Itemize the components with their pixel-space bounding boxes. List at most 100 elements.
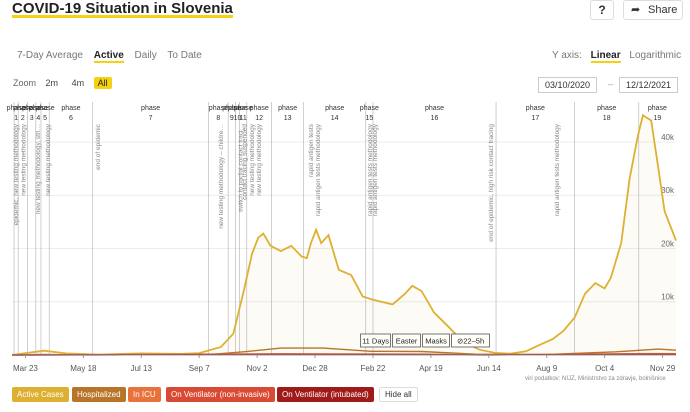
zoom-all-button[interactable]: All — [93, 77, 112, 89]
zoom-controls: Zoom 2m 4m All — [13, 77, 112, 89]
event-box — [360, 333, 391, 348]
legend-hospitalized[interactable]: Hospitalized — [72, 387, 126, 402]
x-tick-label: Jul 13 — [131, 364, 153, 373]
x-tick-label: Dec 28 — [302, 364, 328, 373]
phase-number: 2 — [21, 115, 25, 122]
x-tick-label: Mar 23 — [13, 364, 38, 373]
phase-label: phase — [22, 105, 41, 112]
annotation-label: new testing methodology — [45, 123, 52, 196]
phase-label: phase — [13, 105, 32, 112]
help-button[interactable]: ? — [590, 0, 614, 20]
phase-label: phase — [234, 105, 253, 112]
phase-label: phase — [61, 105, 80, 112]
tab-to-date[interactable]: To Date — [167, 50, 202, 61]
annotation-label: end of epidemic — [95, 123, 102, 170]
x-tick-label: Sep 7 — [189, 364, 210, 373]
annotation-label: rapid antigen tests methodology — [372, 123, 379, 216]
phase-number: 11 — [240, 115, 247, 122]
zoom-label: Zoom — [13, 78, 37, 88]
y-tick-label: 20k — [661, 239, 675, 248]
y-tick-label: 40k — [661, 133, 675, 142]
phase-number: 15 — [365, 115, 373, 122]
phase-label: phase — [36, 105, 55, 112]
phase-number: 5 — [43, 115, 47, 122]
annotation-label: end of epidemic, high risk contact traci… — [488, 124, 495, 242]
event-box — [451, 333, 490, 348]
phase-number: 16 — [431, 115, 439, 122]
event-label: Masks — [425, 337, 447, 346]
zoom-4m-button[interactable]: 4m — [71, 78, 85, 88]
phase-number: 6 — [69, 115, 73, 122]
event-box — [422, 333, 450, 348]
x-tick-label: Nov 2 — [247, 364, 268, 373]
annotation-label: rapid antigen tests methodology — [315, 123, 322, 216]
tab-daily[interactable]: Daily — [134, 50, 157, 61]
share-icon: ➦ — [631, 4, 641, 16]
event-label: 11 Days — [362, 337, 389, 346]
legend-ventilator-non-invasive[interactable]: On Ventilator (non-invasive) — [166, 387, 275, 402]
share-button[interactable]: ➦ Share — [623, 0, 683, 20]
phase-label: phase — [597, 105, 616, 112]
x-tick-label: Jun 14 — [477, 364, 502, 373]
y-axis-scale: Y axis: Linear Logarithmic — [552, 50, 687, 63]
y-axis-logarithmic[interactable]: Logarithmic — [629, 50, 682, 61]
x-tick-label: Oct 4 — [595, 364, 615, 373]
data-source: viri podatkov: NIJZ, Ministrstvo za zdra… — [525, 376, 666, 382]
annotation-label: epidemic, new testing methodology — [13, 123, 20, 225]
annotation-label: new testing methodology — [256, 123, 263, 196]
phase-number: 14 — [331, 115, 339, 122]
phase-number: 4 — [36, 115, 40, 122]
phase-number: 19 — [653, 115, 661, 122]
phase-number: 13 — [284, 115, 292, 122]
date-from-input[interactable]: 03/10/2020 — [538, 77, 598, 93]
y-axis-linear[interactable]: Linear — [590, 50, 621, 63]
phase-label: phase — [141, 105, 160, 112]
phase-label: phase — [325, 105, 344, 112]
y-tick-label: 10k — [661, 293, 675, 302]
phase-label: phase — [29, 105, 48, 112]
annotation-label: new testing methodology, stri… — [35, 124, 42, 214]
phase-number: 12 — [255, 115, 263, 122]
phase-number: 10 — [234, 115, 242, 122]
tab-7-day-average[interactable]: 7-Day Average — [17, 50, 83, 61]
date-to-input[interactable]: 12/12/2021 — [619, 77, 679, 93]
covid-chart: 10k20k30k40kphase1phase2phase3phase4phas… — [7, 102, 677, 373]
phase-label: phase — [250, 105, 269, 112]
phase-label: phase — [209, 105, 228, 112]
annotation-label: new testing methodology — [20, 123, 27, 196]
phase-number: 3 — [30, 115, 34, 122]
phase-number: 17 — [531, 115, 539, 122]
series-area-active-cases — [12, 115, 676, 355]
legend-in-icu[interactable]: In ICU — [128, 387, 161, 402]
hide-all-button[interactable]: Hide all — [379, 387, 418, 402]
x-tick-label: Apr 19 — [419, 364, 443, 373]
annotation-label: new testing methodology — [249, 123, 256, 196]
phase-label: phase — [228, 105, 247, 112]
phase-label: phase — [425, 105, 444, 112]
x-tick-label: Feb 22 — [361, 364, 386, 373]
annotation-label: contact tracing suspended — [242, 124, 249, 200]
x-tick-label: Nov 29 — [650, 364, 676, 373]
page-title: COVID-19 Situation in Slovenia — [12, 0, 233, 17]
date-separator: – — [608, 79, 614, 89]
phase-label: phase — [222, 105, 241, 112]
legend-ventilator-intubated[interactable]: On Ventilator (intubated) — [277, 387, 374, 402]
x-tick-label: Aug 9 — [536, 364, 557, 373]
phase-label: phase — [648, 105, 667, 112]
event-label: ⊘22–5h — [457, 337, 484, 346]
tab-active[interactable]: Active — [93, 50, 124, 63]
annotation-label: rapid antigen tests methodology — [554, 123, 561, 216]
phase-number: 1 — [14, 115, 18, 122]
x-tick-label: May 18 — [70, 364, 97, 373]
event-box — [392, 333, 421, 348]
annotation-label: rapid antigen tests — [308, 123, 315, 177]
zoom-2m-button[interactable]: 2m — [45, 78, 59, 88]
y-axis-label: Y axis: — [552, 50, 582, 61]
legend-active-cases[interactable]: Active Cases — [12, 387, 69, 402]
share-label: Share — [648, 4, 678, 16]
phase-label: phase — [278, 105, 297, 112]
phase-number: 7 — [149, 115, 153, 122]
phase-label: phase — [7, 105, 26, 112]
phase-number: 18 — [603, 115, 611, 122]
phase-label: phase — [360, 105, 379, 112]
